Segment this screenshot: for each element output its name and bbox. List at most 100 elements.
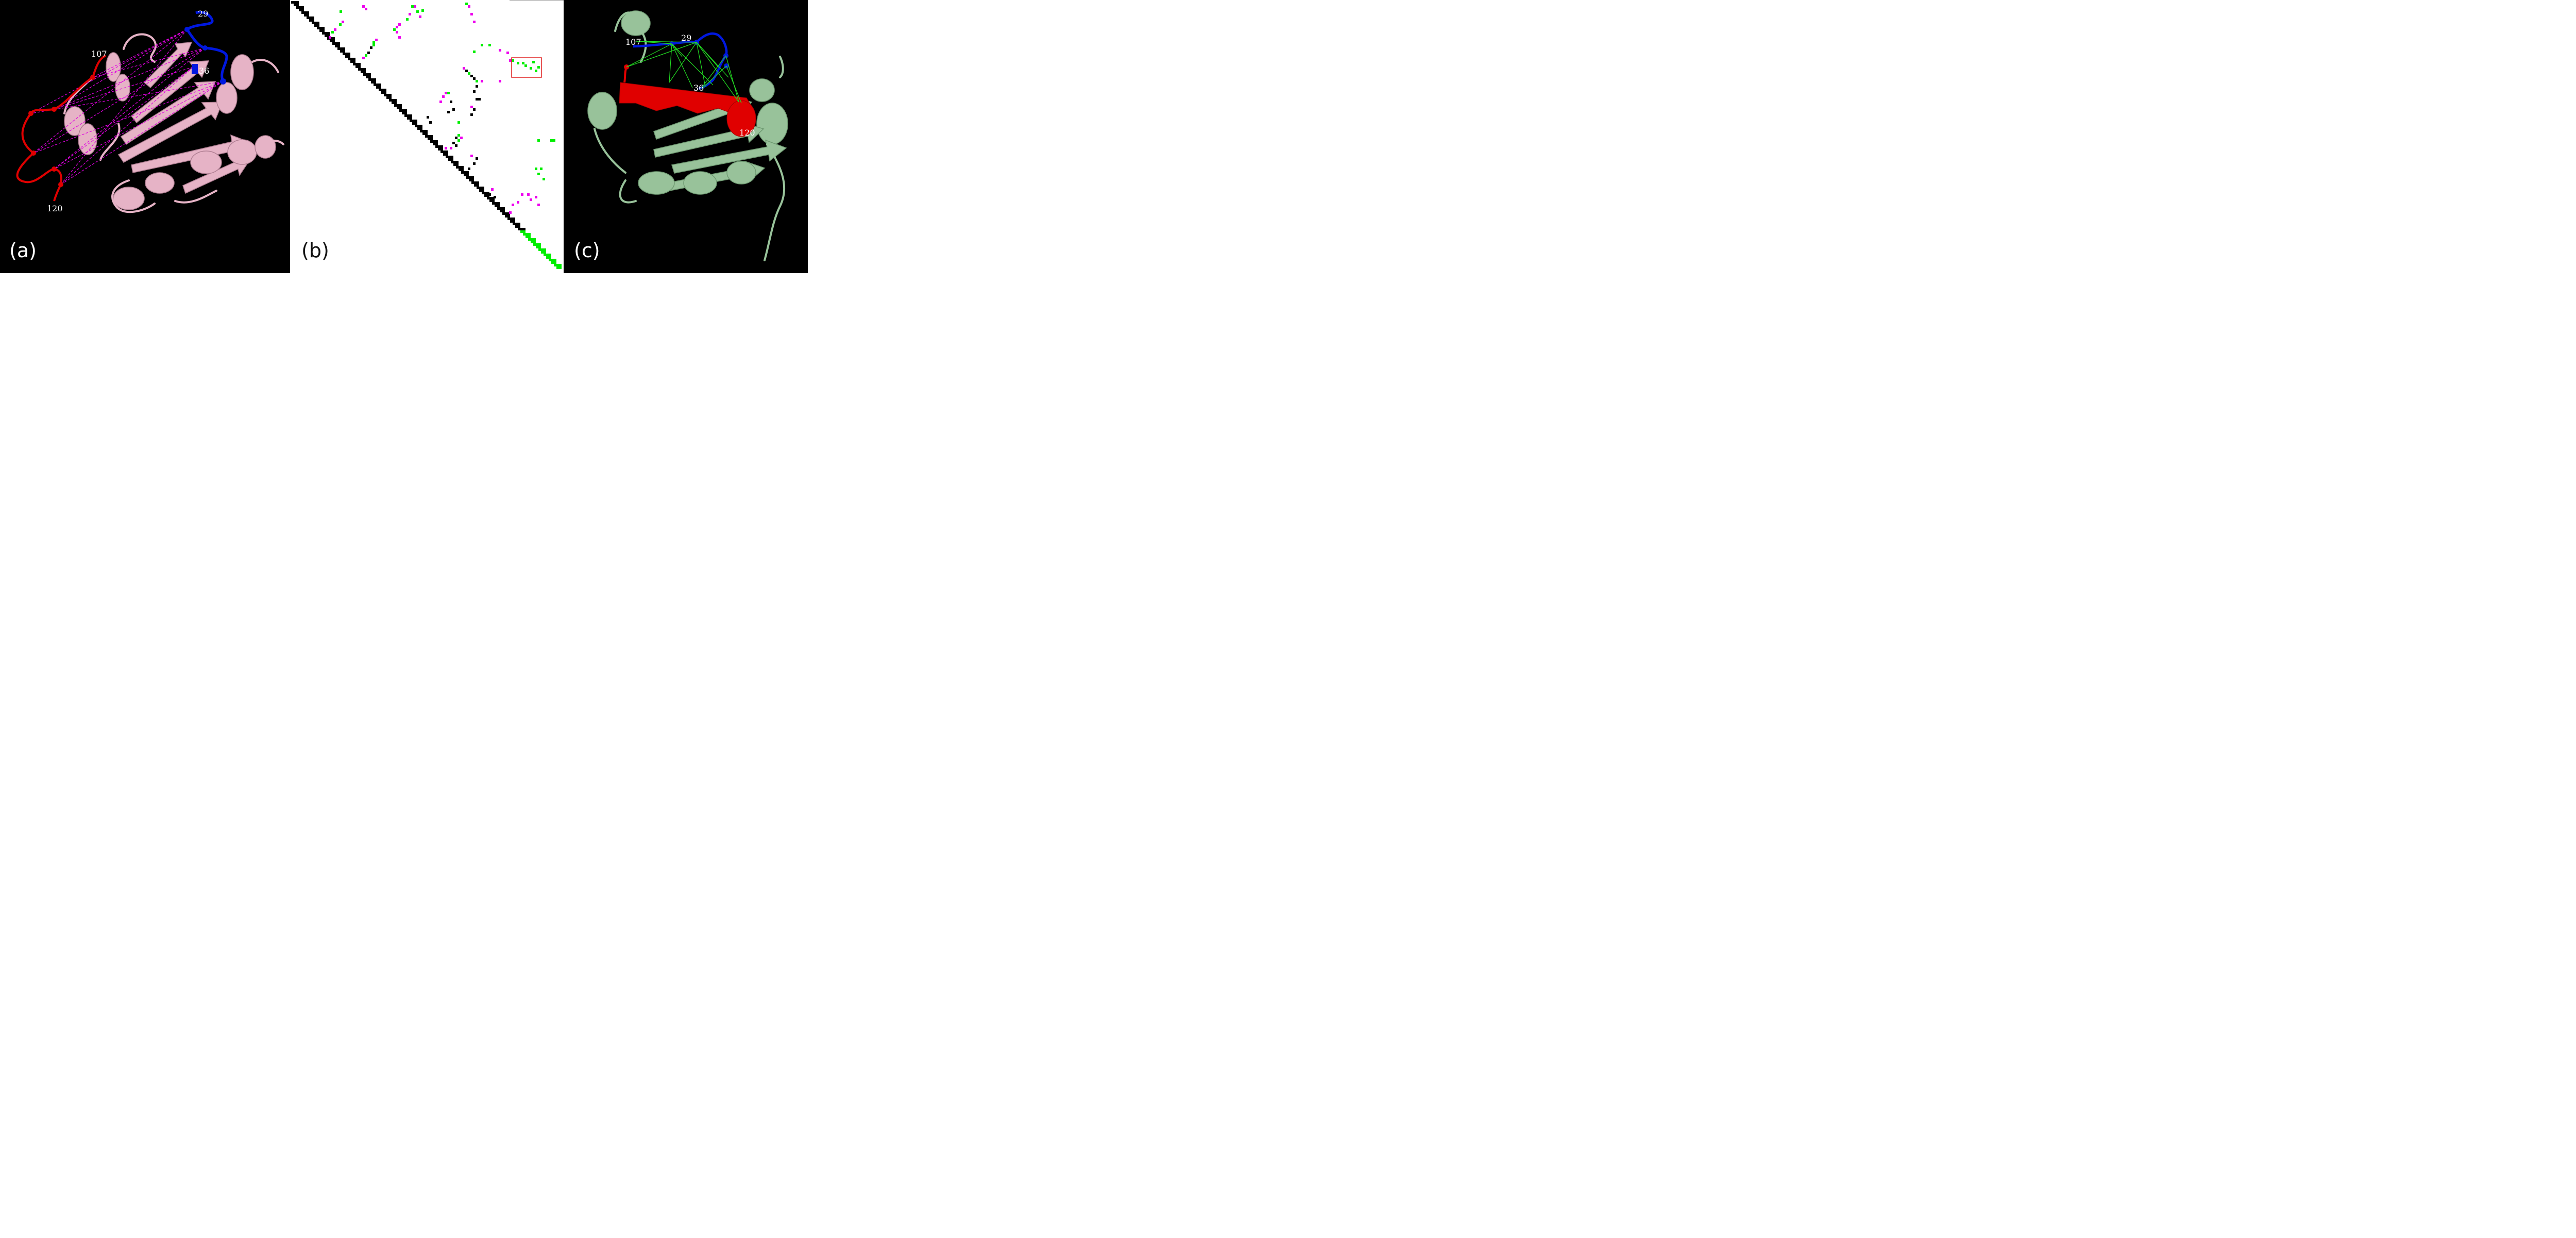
contact-cell [550,139,553,142]
diagonal-cell [549,254,551,256]
diagonal-cell [307,11,309,14]
diagonal-cell [531,241,533,243]
contact-cell [419,15,421,18]
diagonal-cell [451,158,453,161]
contact-cell [473,162,476,165]
diagonal-cell [556,264,559,266]
diagonal-cell [505,215,507,218]
diagonal-cell [507,215,510,218]
residue-label-120: 120 [739,128,755,138]
diagonal-cell [404,114,407,117]
panel-a: 29 36 107 120 (a) [0,0,290,273]
diagonal-cell [440,148,443,150]
helix [587,92,617,130]
diagonal-cell [337,45,340,47]
diagonal-cell [335,42,337,45]
diagonal-cell [381,89,384,91]
diagonal-cell [355,63,358,65]
diagonal-cell [379,83,381,86]
diagonal-cell [435,145,438,148]
diagonal-cell [410,117,412,120]
diagonal-cell [559,266,562,269]
diagonal-cell [412,120,415,122]
diagonal-cell [358,68,361,71]
residue-node [52,166,57,172]
residue-label-29: 29 [198,9,208,19]
contact-cell [473,77,476,80]
diagonal-cell [536,246,538,248]
diagonal-cell [361,71,363,73]
diagonal-cell [510,220,513,223]
diagonal-cell [417,125,420,127]
diagonal-cell [386,94,389,96]
protein-cartoon-a [64,42,276,210]
diagonal-cell [538,243,541,246]
diagonal-cell [304,14,307,16]
diagonal-cell [500,210,502,212]
diagonal-cell [513,223,515,225]
diagonal-cell [461,171,464,174]
panel-label-a: (a) [9,239,37,262]
diagonal-cell [314,22,317,24]
contact-cell [421,9,424,12]
diagonal-cell [459,169,461,171]
diagonal-cell [497,207,500,210]
contact-cell [530,67,532,70]
diagonal-cell [412,122,415,125]
diagonal-cell [438,145,440,148]
diagonal-cell [510,218,513,220]
diagonal-cell [502,212,505,215]
contact-cell [535,168,537,170]
diagonal-cell [330,40,332,42]
diagonal-cell [502,210,505,212]
blue-loop-a [184,11,228,85]
helix [638,171,675,195]
contact-cell [439,101,442,103]
diagonal-cell [502,207,505,210]
diagonal-cell [348,58,350,60]
diagonal-cell [368,76,371,78]
contact-cell [473,51,476,53]
residue-node [202,45,208,51]
contact-cell [460,137,463,139]
diagonal-cell [353,60,355,63]
contact-cell [468,168,470,170]
diagonal-cell [484,194,487,197]
contact-cell [396,26,398,28]
contact-cell [473,90,476,93]
contact-cell [457,134,460,137]
diagonal-cell [389,96,392,99]
diagonal-cell [363,71,366,73]
beta-strand [117,102,224,163]
diagonal-cell [327,37,330,40]
diagonal-cell [513,220,515,223]
contact-cell [447,111,450,113]
protein-coils-a [63,33,284,213]
contact-cell [362,57,365,59]
contact-cell [540,168,543,170]
diagonal-cell [368,73,371,76]
diagonal-cell [317,22,319,24]
contact-cell [535,196,537,198]
diagonal-cell [327,32,330,35]
contact-cell [452,108,455,111]
diagonal-cell [404,109,407,112]
diagonal-cell [309,16,312,19]
diagonal-cell [528,238,531,241]
diagonal-cell [446,153,448,156]
diagonal-cell [322,32,325,35]
contact-cell [506,52,509,54]
diagonal-cell [345,55,348,58]
diagonal-cell [554,259,556,261]
diagonal-cell [471,176,474,179]
diagonal-cell [474,181,477,184]
contact-cell [537,173,540,175]
diagonal-cell [317,27,319,29]
helix [749,78,775,102]
diagonal-cell [314,24,317,27]
diagonal-cell [358,65,361,68]
contact-cell [334,28,336,31]
contact-cell [476,80,478,82]
contact-cell [465,70,468,72]
diagonal-cell [440,150,443,153]
